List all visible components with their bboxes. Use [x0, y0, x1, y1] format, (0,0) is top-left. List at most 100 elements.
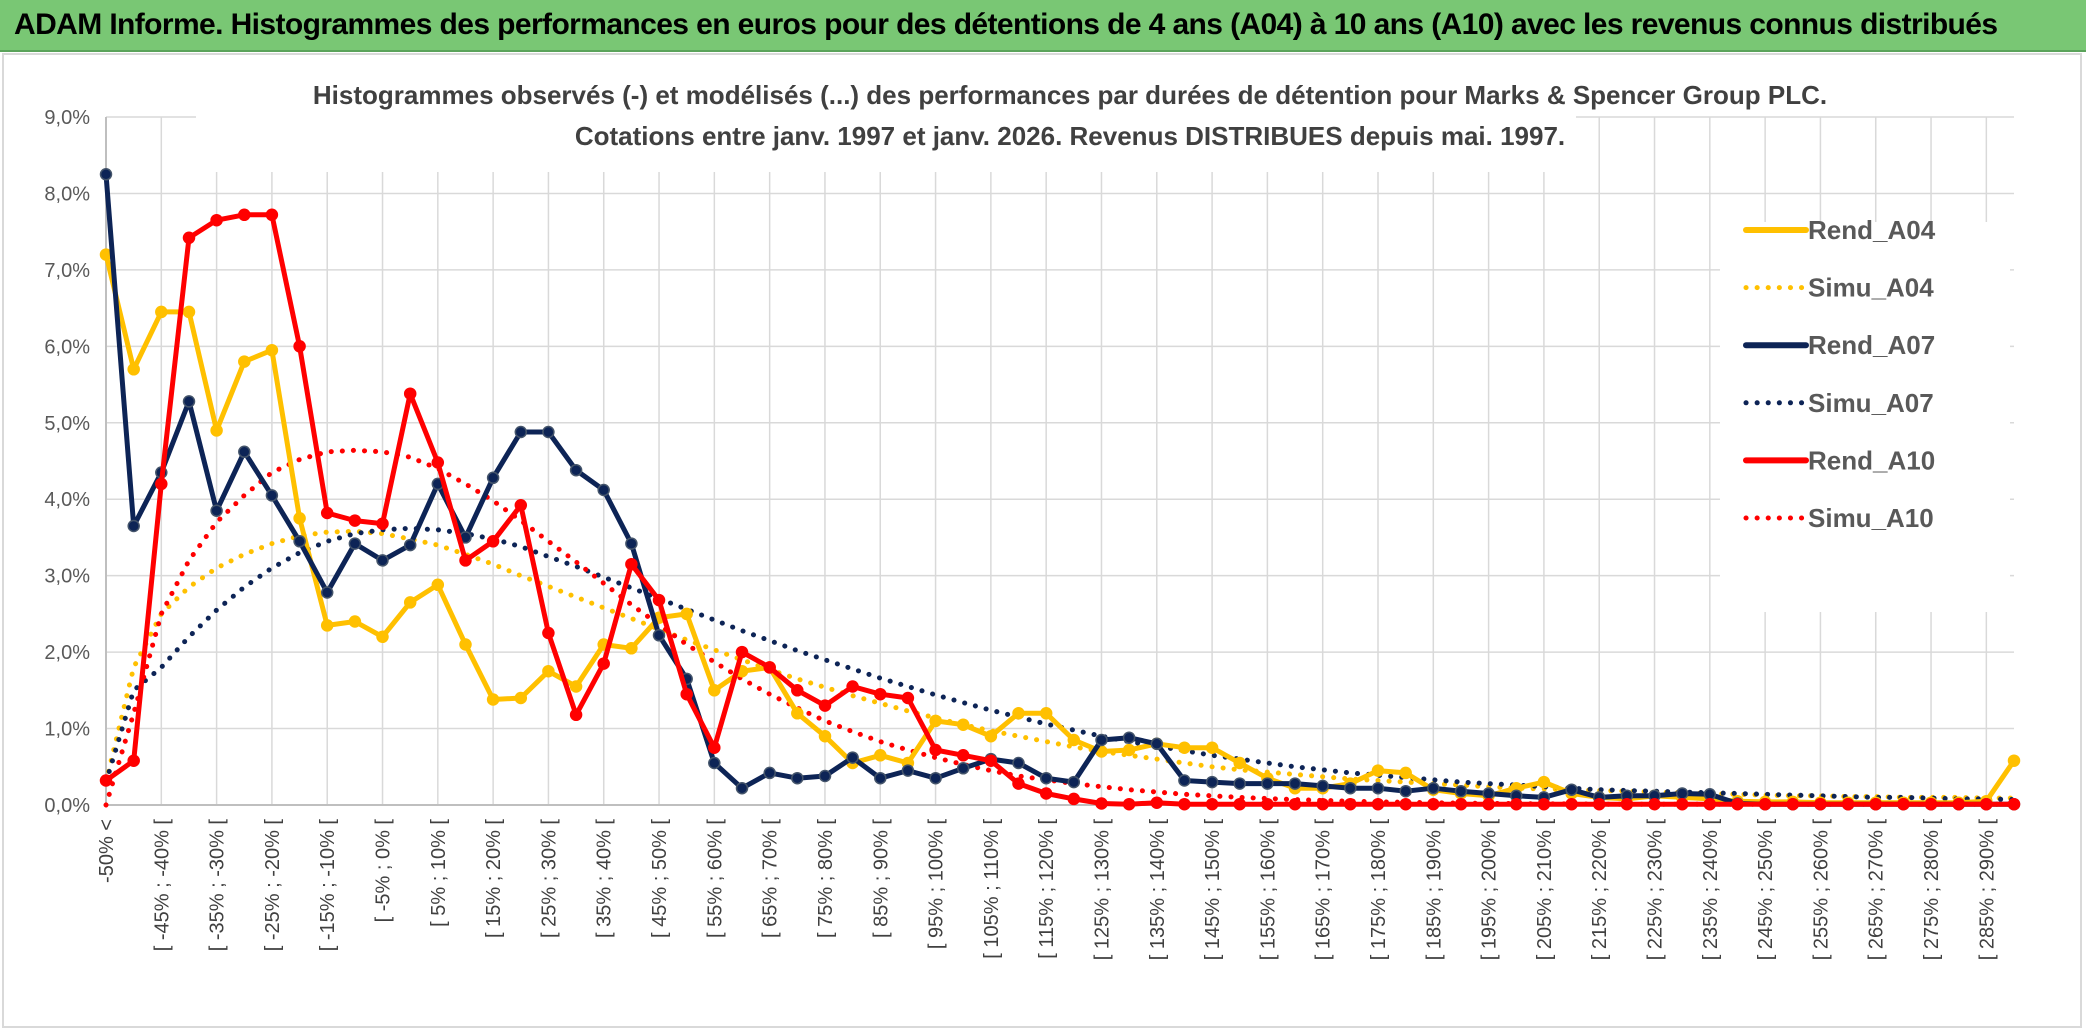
data-point — [625, 642, 638, 655]
data-point — [1150, 796, 1164, 809]
data-point — [514, 425, 528, 439]
legend-item-rend-a07[interactable]: Rend_A07 — [1743, 330, 1935, 360]
data-point — [155, 305, 168, 319]
series-line-rend-a07 — [103, 174, 2014, 807]
data-point — [403, 538, 417, 552]
x-tick-label: [ 165% ; 170% [ — [1313, 819, 1335, 961]
data-point — [763, 766, 776, 780]
data-point — [1427, 797, 1440, 811]
data-point — [238, 445, 251, 459]
data-point — [182, 395, 196, 408]
chart-title-line2: Cotations entre janv. 1997 et janv. 2026… — [575, 121, 1565, 151]
data-point — [348, 514, 362, 527]
data-point — [265, 343, 279, 357]
data-point — [182, 231, 196, 245]
data-point — [1510, 797, 1523, 811]
x-tick-label: [ 45% ; 50% [ — [649, 819, 671, 938]
data-point — [1067, 792, 1081, 806]
data-point — [376, 554, 389, 567]
data-point — [348, 615, 362, 628]
data-point — [901, 691, 915, 705]
legend-label: Simu_A04 — [1808, 273, 1934, 303]
legend-item-simu-a04[interactable]: Simu_A04 — [1743, 273, 1934, 303]
data-point — [403, 387, 417, 400]
x-tick-label: [ -35% ; -30% [ — [207, 819, 229, 952]
legend-label: Rend_A04 — [1808, 215, 1936, 245]
data-point — [901, 764, 915, 777]
data-point — [265, 489, 279, 502]
data-point — [625, 557, 638, 571]
data-point — [2007, 754, 2021, 767]
axes: 0,0% 1,0% 2,0% 3,0% 4,0% 5,0% 6,0% 7,0% 8,0% 9,0%… — [44, 107, 2014, 960]
data-point — [1344, 797, 1357, 811]
data-point — [1786, 797, 1800, 811]
data-point — [984, 729, 998, 743]
data-point — [1122, 797, 1136, 811]
x-tick-label: [ 85% ; 90% [ — [870, 819, 892, 938]
data-point — [597, 657, 610, 670]
y-tick-label: 9,0% — [44, 107, 90, 129]
x-tick-label: [ 285% ; 290% [ — [1976, 819, 1998, 961]
y-tick-label: 8,0% — [44, 183, 90, 205]
x-tick-label: [ 195% ; 200% [ — [1479, 819, 1501, 961]
x-tick-label: [ -5% ; 0% [ — [373, 819, 395, 923]
data-point — [1565, 783, 1578, 796]
legend-item-rend-a10[interactable]: Rend_A10 — [1743, 445, 1935, 475]
data-point — [320, 586, 334, 599]
data-point — [708, 684, 721, 697]
data-point — [874, 771, 887, 785]
legend-item-simu-a10[interactable]: Simu_A10 — [1743, 503, 1934, 533]
data-point — [293, 512, 306, 525]
data-point — [1675, 787, 1689, 800]
data-point — [265, 208, 279, 222]
x-tick-label: [ 135% ; 140% [ — [1147, 819, 1169, 961]
x-tick-label: [ 35% ; 40% [ — [594, 819, 616, 938]
data-point — [929, 743, 942, 757]
data-point — [1261, 797, 1274, 811]
data-point — [542, 425, 555, 439]
data-point — [1592, 797, 1606, 811]
data-point — [376, 630, 389, 644]
series-line-simu-a04 — [103, 528, 2017, 801]
data-point — [155, 477, 168, 491]
legend[interactable]: Rend_A04 Simu_A04 Rend_A07 Simu_A07 Rend_A10… — [1743, 215, 1936, 533]
chart: 0,0% 1,0% 2,0% 3,0% 4,0% 5,0% 6,0% 7,0% 8,0% 9,0%… — [2, 53, 2082, 1028]
x-tick-label: -50% < — [96, 819, 118, 883]
data-point — [320, 506, 334, 520]
x-tick-label: [ 65% ; 70% [ — [760, 819, 782, 938]
data-point — [1869, 797, 1882, 811]
data-point — [99, 168, 113, 181]
data-point — [1205, 741, 1219, 754]
data-point — [320, 619, 334, 632]
data-point — [486, 693, 500, 706]
data-point — [1371, 764, 1385, 777]
data-point — [569, 463, 583, 477]
y-tick-label: 6,0% — [44, 336, 90, 358]
data-point — [486, 471, 500, 485]
x-tick-label: [ 205% ; 210% [ — [1534, 819, 1556, 961]
data-point — [1980, 797, 1993, 811]
data-point — [818, 729, 832, 743]
data-point — [569, 680, 583, 693]
data-point — [1233, 797, 1246, 811]
data-point — [1095, 733, 1108, 747]
legend-item-rend-a04[interactable]: Rend_A04 — [1743, 215, 1936, 245]
data-point — [1012, 777, 1025, 790]
data-point — [735, 645, 749, 659]
data-point — [1482, 787, 1495, 800]
data-point — [210, 213, 223, 227]
data-point — [1620, 797, 1634, 811]
chart-area: 0,0% 1,0% 2,0% 3,0% 4,0% 5,0% 6,0% 7,0% 8,0% 9,0%… — [0, 52, 2086, 1031]
legend-item-simu-a07[interactable]: Simu_A07 — [1743, 388, 1934, 418]
data-point — [1067, 733, 1081, 747]
chart-title-line1: Histogrammes observés (-) et modélisés (… — [313, 80, 1827, 110]
data-point — [127, 519, 140, 533]
data-point — [1537, 797, 1551, 811]
legend-label: Rend_A07 — [1808, 330, 1935, 360]
data-point — [238, 355, 251, 368]
data-point — [1427, 781, 1440, 795]
x-tick-label: [ 265% ; 270% [ — [1866, 819, 1888, 961]
data-point — [874, 749, 887, 762]
data-point — [1399, 784, 1412, 798]
data-point — [1814, 797, 1827, 811]
